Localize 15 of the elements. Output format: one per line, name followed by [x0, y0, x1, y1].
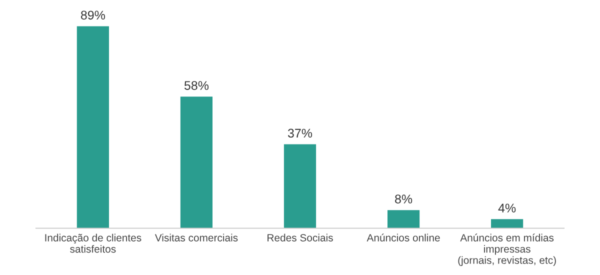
- bar: [284, 144, 316, 228]
- bar: [387, 210, 420, 228]
- x-tick-label: Redes Sociais: [268, 234, 333, 242]
- data-label: 8%: [395, 194, 412, 204]
- data-label: 4%: [498, 204, 516, 212]
- x-tick-label: Indicação de clientes satisfeitos: [45, 234, 142, 253]
- x-tick-label: Anúncios em mídias impressas (jornais, revistas, etc): [458, 234, 556, 266]
- x-tick-label: Anúncios online: [366, 234, 440, 242]
- bar: [491, 219, 524, 228]
- data-label: 89%: [80, 10, 106, 20]
- bar: [180, 96, 213, 228]
- data-label: 37%: [288, 128, 312, 138]
- bar: [76, 26, 109, 228]
- data-label: 58%: [184, 81, 209, 90]
- x-tick-label: Visitas comerciais: [154, 234, 238, 242]
